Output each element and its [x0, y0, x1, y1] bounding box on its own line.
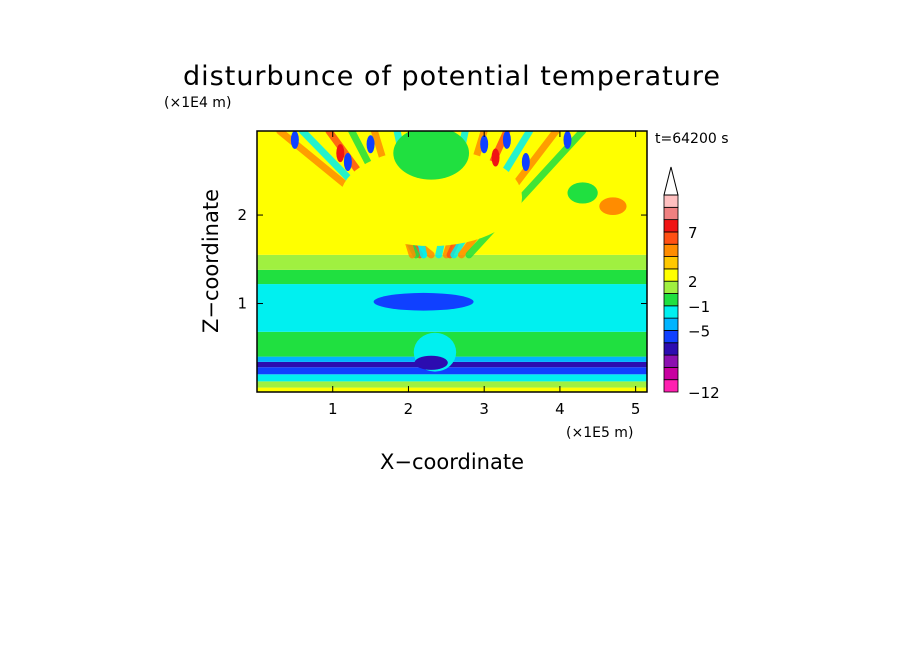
colorbar-tick-label-0: −12 — [688, 384, 720, 402]
colorbar-level-1 — [663, 366, 679, 381]
colorbar-level-5 — [663, 317, 679, 331]
y-axis-label: Z−coordinate — [199, 189, 223, 333]
colorbar: −12−5−127 — [663, 166, 720, 402]
time-label: t=64200 s — [655, 131, 729, 147]
colorbar-level-11 — [663, 243, 679, 257]
colorbar-arrow — [663, 166, 679, 196]
colorbar-level-14 — [663, 206, 679, 221]
field-blob-0 — [373, 292, 474, 311]
colorbar-tick-label-2: −1 — [688, 298, 710, 316]
field-spot-6 — [491, 148, 500, 167]
plot-frame — [256, 130, 648, 393]
colorbar-level-0 — [663, 379, 679, 393]
field-blob-2 — [414, 355, 448, 370]
field-band-9 — [257, 254, 647, 270]
x-tick-label-0: 1 — [328, 400, 338, 418]
field-spot-2 — [366, 135, 375, 154]
field-spot-3 — [480, 135, 489, 154]
plot-area — [257, 131, 647, 392]
field-spot-7 — [336, 144, 345, 163]
field-spots — [290, 131, 572, 171]
y-tick-label-1: 2 — [237, 206, 247, 224]
field-spot-5 — [521, 152, 530, 171]
colorbar-level-9 — [663, 268, 679, 282]
x-axis-label: X−coordinate — [380, 450, 524, 474]
field-band-3 — [257, 367, 647, 375]
field-spot-4 — [502, 131, 511, 149]
field-band-4 — [257, 361, 647, 368]
colorbar-level-4 — [663, 330, 679, 344]
y-tick-label-0: 1 — [237, 295, 247, 313]
x-tick-label-1: 2 — [404, 400, 414, 418]
colorbar-level-7 — [663, 293, 679, 307]
field-blob-3 — [340, 148, 523, 247]
field-band-1 — [257, 381, 647, 388]
field-spot-0 — [290, 131, 299, 149]
colorbar-tick-label-4: 7 — [688, 224, 698, 242]
x-tick-label-3: 4 — [555, 400, 565, 418]
field-blob-5 — [599, 197, 627, 216]
colorbar-level-12 — [663, 231, 679, 245]
field-blob-4 — [393, 131, 470, 180]
colorbar-level-3 — [663, 342, 679, 356]
colorbar-level-13 — [663, 219, 679, 233]
field-spot-1 — [343, 152, 352, 171]
x-tick-label-4: 5 — [631, 400, 641, 418]
field-blobs — [340, 131, 627, 372]
field-band-0 — [257, 387, 647, 392]
y-ticks: 12 — [237, 206, 647, 313]
colorbar-tick-label-1: −5 — [688, 322, 710, 340]
field-spot-8 — [563, 131, 572, 149]
colorbar-level-10 — [663, 256, 679, 270]
colorbar-level-15 — [663, 194, 679, 208]
colorbar-level-6 — [663, 305, 679, 319]
colorbar-tick-label-3: 2 — [688, 273, 698, 291]
chart-title: disturbunce of potential temperature — [183, 61, 721, 92]
y-axis-unit: (×1E4 m) — [164, 95, 231, 111]
field-blob-6 — [567, 182, 598, 204]
colorbar-level-2 — [663, 354, 679, 368]
x-ticks: 1 2 3 4 5 — [328, 131, 640, 418]
x-axis-unit: (×1E5 m) — [566, 425, 633, 441]
field-band-8 — [257, 269, 647, 285]
x-tick-label-2: 3 — [479, 400, 489, 418]
field-band-2 — [257, 374, 647, 382]
colorbar-level-8 — [663, 280, 679, 294]
